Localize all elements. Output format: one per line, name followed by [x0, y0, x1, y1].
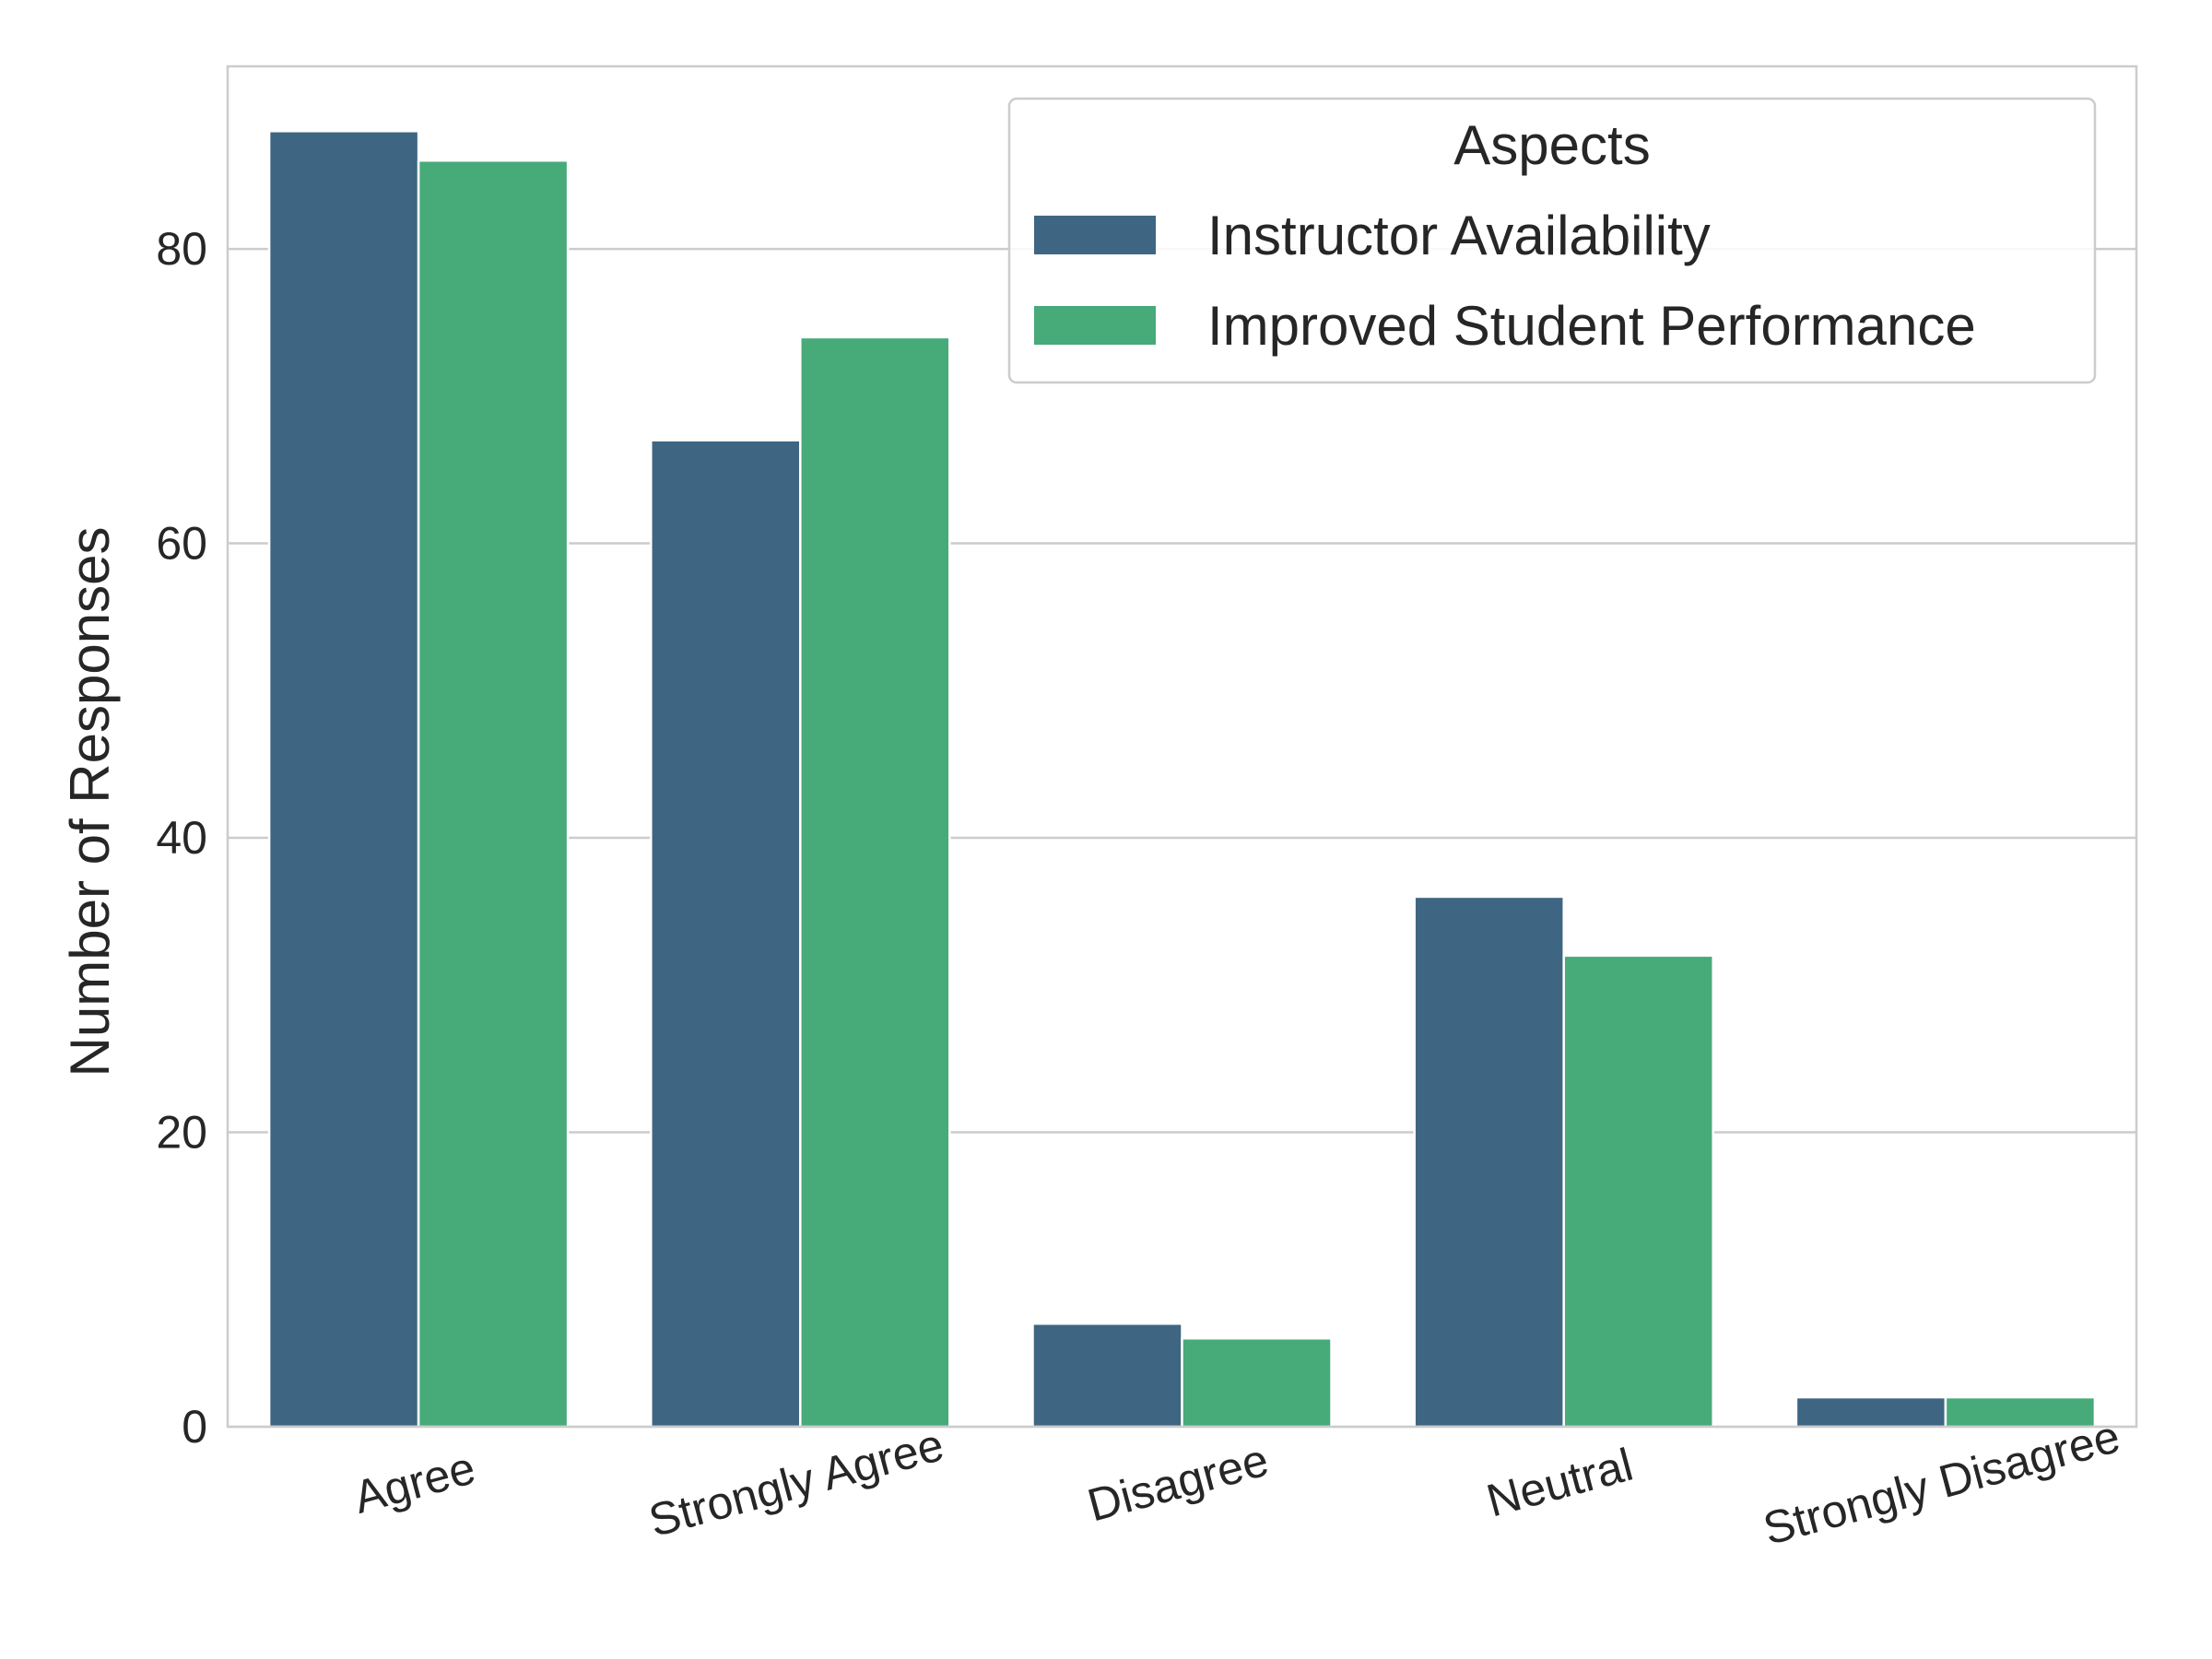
- y-axis-title: Number of Responses: [59, 527, 121, 1077]
- bar-disagree-improved-student-performance: [1181, 1336, 1333, 1429]
- y-tick-label-80: 80: [156, 223, 207, 275]
- legend-label-instructor-availability: Instructor Availability: [1207, 205, 1711, 266]
- bar-agree-instructor-availability: [267, 130, 420, 1429]
- bars: [267, 130, 2097, 1429]
- bar-strongly-agree-improved-student-performance: [799, 335, 951, 1429]
- y-tick-label-20: 20: [156, 1107, 207, 1159]
- bar-strongly-disagree-instructor-availability: [1794, 1395, 1947, 1429]
- legend-swatch-improved-student-performance: [1034, 306, 1156, 345]
- bar-strongly-agree-instructor-availability: [650, 439, 802, 1429]
- y-tick-labels: 0 20 40 60 80: [156, 223, 207, 1453]
- bar-neutral-instructor-availability: [1413, 895, 1565, 1429]
- bar-strongly-disagree-improved-student-performance: [1944, 1395, 2097, 1429]
- y-tick-label-60: 60: [156, 518, 207, 570]
- legend: Aspects Instructor Availability Improved…: [1007, 97, 2097, 384]
- plot-frame: [226, 65, 2138, 1429]
- y-tick-label-40: 40: [156, 812, 207, 864]
- bar-disagree-instructor-availability: [1031, 1322, 1183, 1429]
- legend-swatch-instructor-availability: [1034, 216, 1156, 254]
- bar-neutral-improved-student-performance: [1562, 954, 1714, 1429]
- bar-agree-improved-student-performance: [417, 159, 570, 1429]
- y-tick-label-0: 0: [182, 1401, 207, 1453]
- legend-title: Aspects: [1453, 114, 1650, 176]
- legend-box: [1007, 97, 2097, 384]
- legend-label-improved-student-performance: Improved Student Performance: [1207, 295, 1976, 357]
